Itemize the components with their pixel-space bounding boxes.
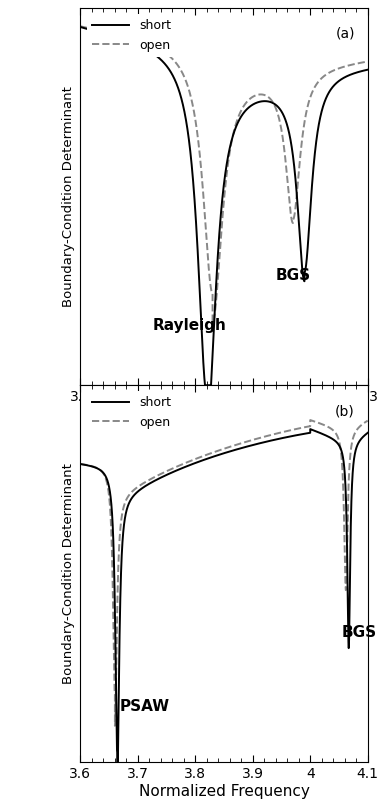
open [113, 721, 117, 731]
Line: open: open [78, 416, 376, 726]
Y-axis label: Boundary-Condition Determinant: Boundary-Condition Determinant [62, 463, 75, 684]
short [290, 147, 295, 157]
Legend: short, open: short, open [87, 392, 176, 434]
short [289, 431, 294, 441]
short [213, 290, 218, 300]
open [374, 411, 379, 421]
short [216, 450, 221, 460]
open [216, 445, 221, 455]
open [255, 90, 259, 100]
short [64, 18, 68, 28]
short [256, 439, 260, 448]
open [256, 434, 260, 444]
open [355, 425, 359, 435]
open [289, 425, 294, 435]
short [150, 478, 154, 487]
Legend: short, open: short, open [87, 15, 176, 57]
open [75, 459, 80, 469]
short [203, 380, 207, 390]
Text: BGS: BGS [276, 268, 311, 283]
short [142, 44, 147, 54]
short [115, 757, 119, 767]
open [210, 318, 215, 328]
short [255, 97, 259, 107]
Text: PSAW: PSAW [119, 699, 170, 714]
open [290, 217, 295, 227]
open [64, 18, 68, 28]
open [267, 431, 272, 440]
short [267, 97, 271, 106]
open [213, 303, 218, 312]
short [359, 67, 364, 76]
open [267, 92, 271, 102]
open [380, 54, 383, 64]
short [267, 436, 272, 446]
X-axis label: Normalized Frequency: Normalized Frequency [139, 407, 309, 422]
X-axis label: Normalized Frequency: Normalized Frequency [139, 784, 309, 799]
Text: (a): (a) [335, 27, 355, 41]
short [75, 459, 80, 469]
Text: BGS: BGS [342, 624, 377, 640]
short [355, 441, 359, 451]
Line: open: open [66, 23, 382, 323]
Line: short: short [66, 23, 382, 385]
open [359, 58, 364, 67]
open [150, 474, 154, 483]
open [142, 38, 147, 48]
Text: (b): (b) [335, 404, 355, 418]
Text: Rayleigh: Rayleigh [152, 318, 226, 333]
short [380, 62, 383, 72]
Y-axis label: Boundary-Condition Determinant: Boundary-Condition Determinant [62, 86, 75, 307]
Line: short: short [78, 427, 376, 762]
short [374, 422, 379, 431]
